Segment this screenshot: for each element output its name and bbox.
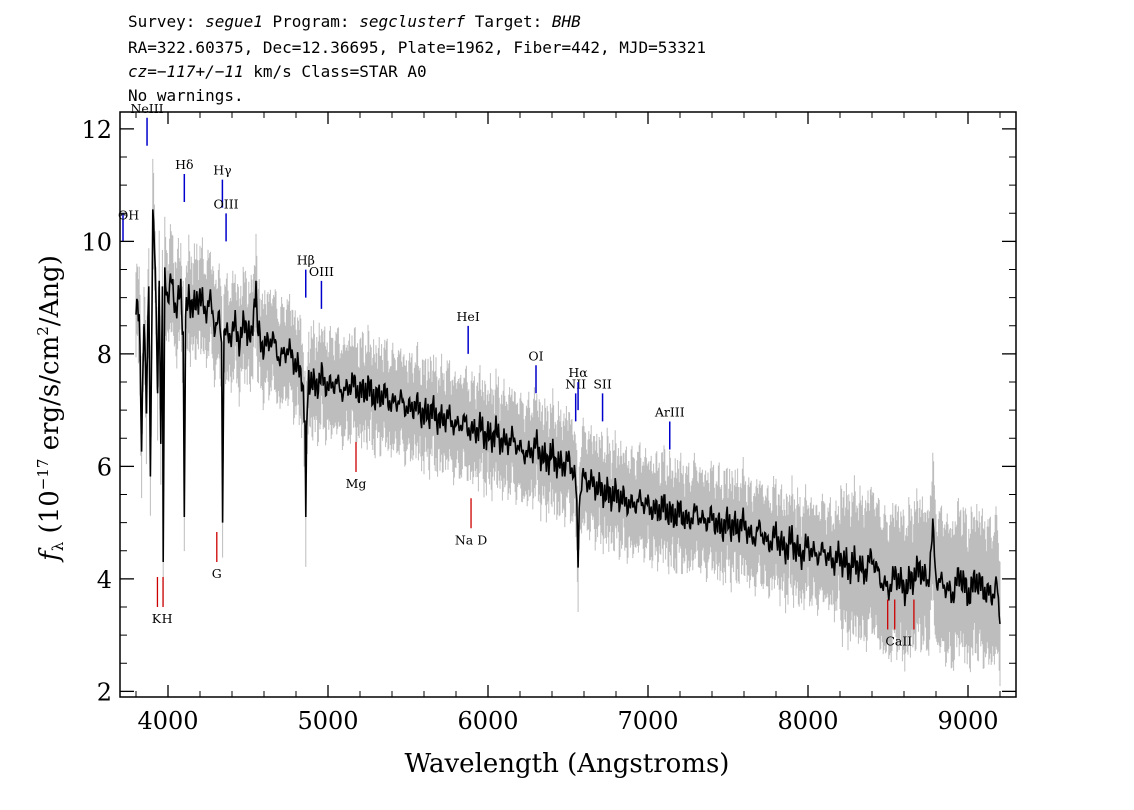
x-tick-label: 5000	[297, 707, 358, 735]
cz-value: −117+/−11	[156, 62, 244, 81]
absorption-line-label: Na D	[455, 532, 487, 547]
y-tick-label: 12	[81, 116, 112, 144]
emission-line-label: ArIII	[654, 405, 685, 420]
x-tick-label: 4000	[137, 707, 198, 735]
edge-line-label: ΘH	[118, 207, 139, 222]
program-label: Program:	[262, 12, 360, 31]
emission-line-label: OI	[528, 348, 543, 363]
y-tick-label: 10	[81, 228, 112, 256]
plot-frame	[119, 111, 1017, 698]
emission-line-label: SII	[593, 376, 612, 391]
x-axis-title: Wavelength (Angstroms)	[405, 749, 730, 779]
flux-layer	[135, 209, 1001, 624]
y-tick-label: 2	[97, 678, 112, 706]
y-axis-title-unit-b: erg/s/cm	[35, 336, 65, 459]
y-tick-label: 6	[97, 453, 112, 481]
target-value: BHB	[551, 12, 581, 31]
cz-label: cz=	[128, 62, 157, 81]
class-text: km/s Class=STAR A0	[243, 62, 427, 81]
y-axis-title-lambda: λ	[49, 541, 67, 551]
y-axis-title-exp: −17	[34, 459, 52, 491]
y-axis-title-unit-a: (10	[35, 490, 65, 542]
axes-layer: 4000 5000 6000 7000 8000 9000 2 4 6 8 10 12	[81, 111, 1017, 735]
error-layer	[135, 158, 1001, 687]
emission-line-label: Hδ	[175, 157, 193, 172]
x-tick-label: 7000	[617, 707, 678, 735]
survey-value: segue1	[205, 12, 263, 31]
absorption-line-label: K	[152, 611, 162, 626]
header-line-3: cz=−117+/−11 km/s Class=STAR A0	[128, 62, 427, 82]
emission-line-label: Hβ	[297, 253, 315, 268]
emission-line-label: HeI	[457, 309, 480, 324]
absorption-line-label: H	[162, 611, 173, 626]
y-tick-label: 4	[97, 566, 112, 594]
absorption-line-label: G	[212, 566, 222, 581]
x-tick-label: 9000	[937, 707, 998, 735]
emission-line-label: OIII	[309, 264, 334, 279]
header-line-4: No warnings.	[128, 86, 244, 105]
emission-line-label: NII	[565, 376, 586, 391]
y-tick-label: 8	[97, 341, 112, 369]
absorption-line-label: CaII	[885, 634, 912, 649]
x-tick-label: 8000	[777, 707, 838, 735]
x-tick-label: 6000	[457, 707, 518, 735]
y-axis-title: fλ (10−17 erg/s/cm2/Ang)	[34, 255, 67, 563]
emission-line-label: NeIII	[130, 101, 163, 116]
survey-label: Survey:	[128, 12, 206, 31]
emission-line-label: Hα	[568, 365, 588, 380]
emission-line-label: Hγ	[213, 163, 231, 178]
flux-series-line	[135, 209, 1001, 624]
target-label: Target:	[465, 12, 552, 31]
absorption-line-label: Mg	[346, 476, 367, 491]
flux-uncertainty	[135, 158, 1001, 687]
y-axis-title-sq: 2	[34, 326, 52, 336]
program-value: segclusterf	[359, 12, 466, 31]
emission-line-label: OIII	[214, 196, 239, 211]
y-axis-title-unit-c: /Ang)	[35, 255, 65, 326]
header-line-2: RA=322.60375, Dec=12.36695, Plate=1962, …	[128, 38, 706, 57]
header-line-1: Survey: segue1 Program: segclusterf Targ…	[128, 12, 581, 32]
